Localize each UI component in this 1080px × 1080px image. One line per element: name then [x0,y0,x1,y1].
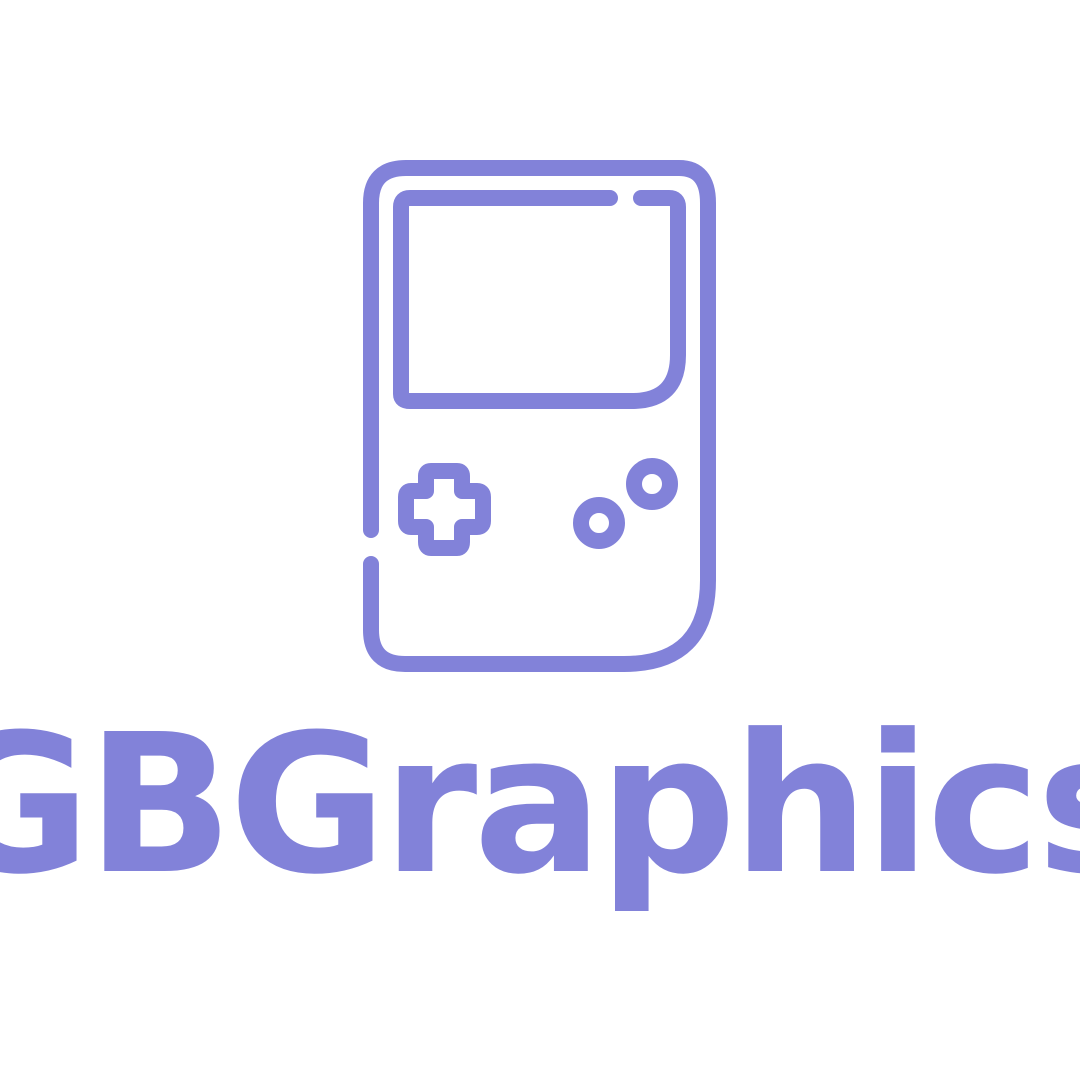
console-body-outline [363,160,716,672]
console-outline [363,160,716,672]
brand-wordmark: GBGraphics [0,694,1080,917]
a-button-icon [626,458,678,510]
wordmark-container: GBGraphics [0,700,1080,940]
b-button-icon [573,497,625,549]
screen-outline [393,190,686,409]
d-pad-icon [398,463,491,556]
handheld-game-console-icon [363,160,716,672]
